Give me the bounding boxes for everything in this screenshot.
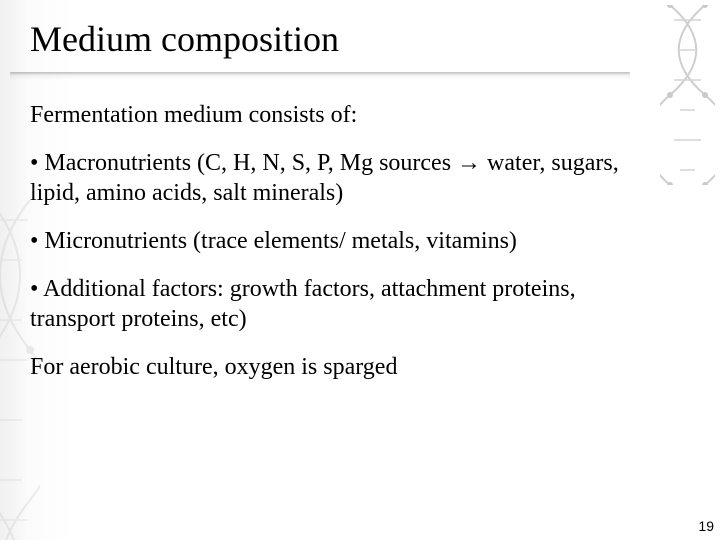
title-underline [10,72,630,75]
intro-text: Fermentation medium consists of: [30,100,660,130]
closing-text: For aerobic culture, oxygen is sparged [30,352,660,382]
bullet-item: • Micronutrients (trace elements/ metals… [30,226,660,256]
bullet-item: • Additional factors: growth factors, at… [30,274,660,334]
page-number: 19 [698,518,714,534]
dna-deco-right [660,5,715,185]
slide-body: Fermentation medium consists of: • Macro… [30,100,660,400]
slide-title: Medium composition [30,18,339,60]
bullet-item: • Macronutrients (C, H, N, S, P, Mg sour… [30,148,660,208]
slide: Medium composition Fermentation medium c… [0,0,720,540]
